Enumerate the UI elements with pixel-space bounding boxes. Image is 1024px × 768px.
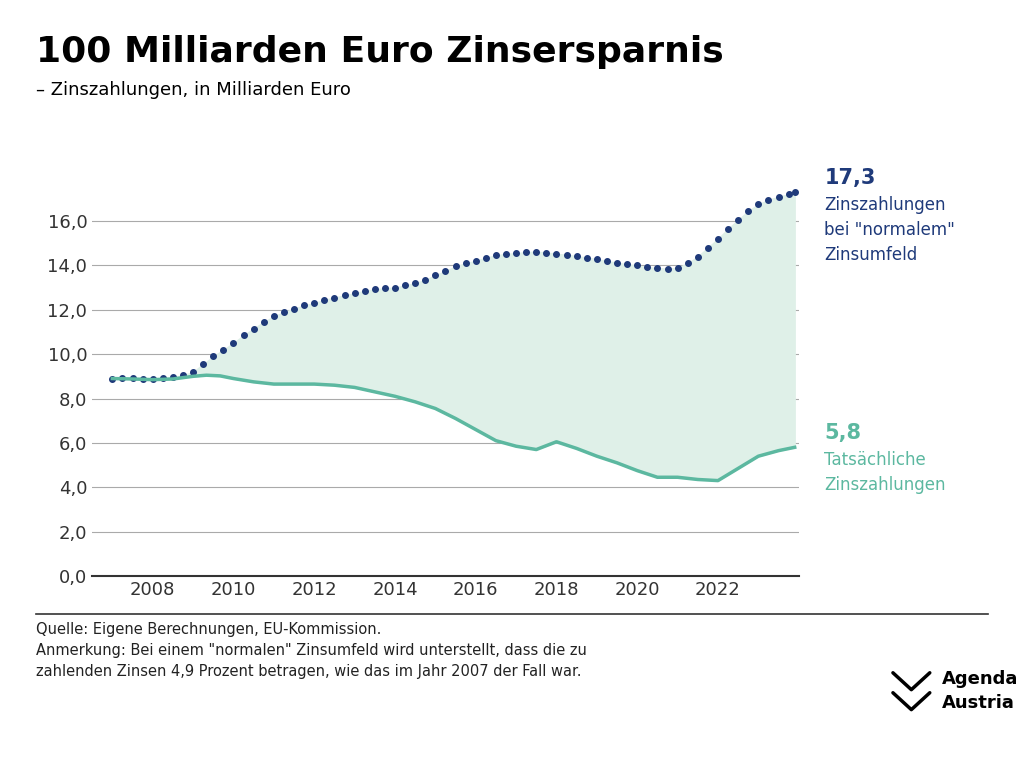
Text: Zinszahlungen
bei "normalem"
Zinsumfeld: Zinszahlungen bei "normalem" Zinsumfeld xyxy=(824,196,955,264)
Text: Tatsächliche
Zinszahlungen: Tatsächliche Zinszahlungen xyxy=(824,451,946,494)
Text: 17,3: 17,3 xyxy=(824,168,876,188)
Text: 5,8: 5,8 xyxy=(824,423,861,443)
Text: Quelle: Eigene Berechnungen, EU-Kommission.
Anmerkung: Bei einem "normalen" Zins: Quelle: Eigene Berechnungen, EU-Kommissi… xyxy=(36,622,587,679)
Text: 100 Milliarden Euro Zinsersparnis: 100 Milliarden Euro Zinsersparnis xyxy=(36,35,724,68)
Text: – Zinszahlungen, in Milliarden Euro: – Zinszahlungen, in Milliarden Euro xyxy=(36,81,350,98)
Text: Agenda
Austria: Agenda Austria xyxy=(942,670,1019,712)
